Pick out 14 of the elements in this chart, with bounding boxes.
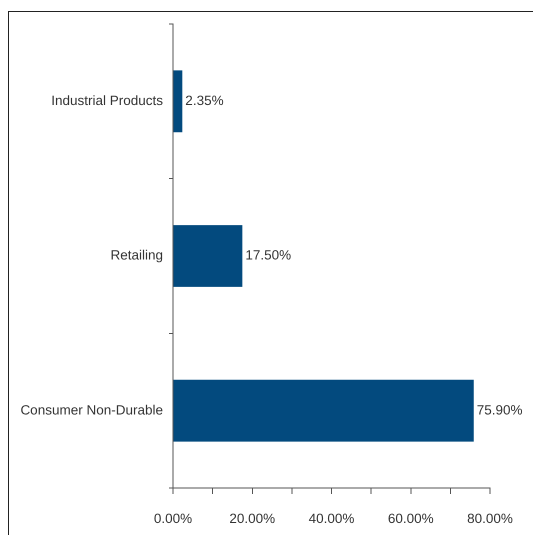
x-tick-label: 20.00% [229, 510, 276, 526]
bar [174, 70, 182, 132]
y-tick-label: Retailing [110, 248, 163, 263]
x-tick-label: 0.00% [154, 510, 192, 526]
y-tick-label: Consumer Non-Durable [20, 402, 163, 418]
bar [174, 380, 474, 442]
data-label: 17.50% [245, 248, 292, 263]
data-label: 75.90% [476, 402, 523, 418]
x-tick-label: 80.00% [467, 510, 513, 526]
x-tick-label: 40.00% [308, 510, 354, 526]
y-tick-label: Industrial Products [51, 93, 164, 108]
data-label: 2.35% [185, 93, 224, 108]
bar [174, 225, 242, 287]
x-tick-label: 60.00% [388, 510, 434, 526]
